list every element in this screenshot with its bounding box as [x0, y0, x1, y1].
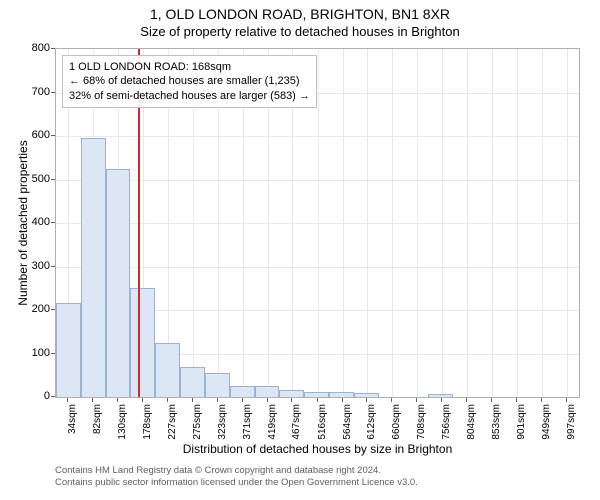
histogram-bar: [230, 386, 255, 397]
histogram-bar: [130, 288, 155, 397]
xtick-label: 82sqm: [92, 404, 103, 444]
ytick-mark: [51, 92, 55, 93]
ytick-label: 400: [10, 216, 50, 228]
xtick-mark: [67, 398, 68, 402]
xtick-label: 34sqm: [67, 404, 78, 444]
histogram-bar: [81, 138, 106, 397]
gridline-v: [567, 49, 568, 397]
chart-container: 1, OLD LONDON ROAD, BRIGHTON, BN1 8XR Si…: [0, 0, 600, 500]
annotation-line: ← 68% of detached houses are smaller (1,…: [69, 74, 310, 88]
xtick-mark: [342, 398, 343, 402]
plot-area: 1 OLD LONDON ROAD: 168sqm← 68% of detach…: [55, 48, 580, 398]
ytick-mark: [51, 222, 55, 223]
xtick-mark: [291, 398, 292, 402]
histogram-bar: [428, 394, 453, 397]
histogram-bar: [255, 386, 280, 397]
xtick-label: 997sqm: [566, 404, 577, 444]
gridline-v: [542, 49, 543, 397]
ytick-label: 800: [10, 42, 50, 54]
xtick-mark: [541, 398, 542, 402]
xtick-mark: [192, 398, 193, 402]
ytick-label: 0: [10, 390, 50, 402]
ytick-mark: [51, 179, 55, 180]
ytick-label: 700: [10, 86, 50, 98]
xtick-label: 612sqm: [366, 404, 377, 444]
xtick-label: 275sqm: [192, 404, 203, 444]
xtick-mark: [516, 398, 517, 402]
histogram-bar: [155, 343, 180, 397]
chart-title: 1, OLD LONDON ROAD, BRIGHTON, BN1 8XR: [0, 6, 600, 22]
xtick-mark: [217, 398, 218, 402]
gridline-v: [392, 49, 393, 397]
ytick-label: 500: [10, 173, 50, 185]
xtick-label: 130sqm: [117, 404, 128, 444]
xtick-label: 227sqm: [167, 404, 178, 444]
gridline-v: [442, 49, 443, 397]
histogram-bar: [205, 373, 230, 397]
xtick-mark: [416, 398, 417, 402]
xtick-label: 371sqm: [242, 404, 253, 444]
xtick-label: 564sqm: [342, 404, 353, 444]
histogram-bar: [180, 367, 205, 397]
annotation-line: 1 OLD LONDON ROAD: 168sqm: [69, 60, 310, 74]
xtick-mark: [466, 398, 467, 402]
ytick-label: 300: [10, 260, 50, 272]
histogram-bar: [329, 392, 354, 397]
annotation-line: 32% of semi-detached houses are larger (…: [69, 89, 310, 103]
xtick-label: 467sqm: [291, 404, 302, 444]
xtick-label: 323sqm: [217, 404, 228, 444]
xtick-mark: [267, 398, 268, 402]
footer-line: Contains public sector information licen…: [55, 477, 580, 489]
ytick-label: 600: [10, 129, 50, 141]
xtick-mark: [117, 398, 118, 402]
histogram-bar: [106, 169, 131, 397]
xtick-mark: [167, 398, 168, 402]
xtick-mark: [366, 398, 367, 402]
ytick-mark: [51, 48, 55, 49]
ytick-label: 200: [10, 303, 50, 315]
gridline-v: [343, 49, 344, 397]
xtick-mark: [391, 398, 392, 402]
gridline-v: [318, 49, 319, 397]
xtick-label: 804sqm: [466, 404, 477, 444]
histogram-bar: [56, 303, 81, 397]
ytick-mark: [51, 266, 55, 267]
xtick-mark: [441, 398, 442, 402]
footer-attribution: Contains HM Land Registry data © Crown c…: [55, 465, 580, 489]
xtick-label: 660sqm: [391, 404, 402, 444]
histogram-bar: [354, 393, 379, 397]
histogram-bar: [279, 390, 304, 397]
xtick-label: 419sqm: [267, 404, 278, 444]
xtick-mark: [317, 398, 318, 402]
xtick-label: 949sqm: [541, 404, 552, 444]
gridline-v: [517, 49, 518, 397]
ytick-mark: [51, 309, 55, 310]
ytick-mark: [51, 396, 55, 397]
xtick-label: 516sqm: [317, 404, 328, 444]
ytick-mark: [51, 353, 55, 354]
ytick-mark: [51, 135, 55, 136]
gridline-v: [467, 49, 468, 397]
gridline-v: [367, 49, 368, 397]
xtick-label: 901sqm: [516, 404, 527, 444]
xtick-mark: [566, 398, 567, 402]
xtick-label: 756sqm: [441, 404, 452, 444]
xtick-label: 853sqm: [491, 404, 502, 444]
gridline-v: [417, 49, 418, 397]
x-axis-label: Distribution of detached houses by size …: [55, 442, 580, 456]
gridline-v: [492, 49, 493, 397]
xtick-label: 178sqm: [142, 404, 153, 444]
ytick-label: 100: [10, 347, 50, 359]
xtick-mark: [92, 398, 93, 402]
xtick-mark: [142, 398, 143, 402]
chart-subtitle: Size of property relative to detached ho…: [0, 24, 600, 39]
xtick-mark: [242, 398, 243, 402]
xtick-label: 708sqm: [416, 404, 427, 444]
xtick-mark: [491, 398, 492, 402]
histogram-bar: [304, 392, 329, 397]
annotation-box: 1 OLD LONDON ROAD: 168sqm← 68% of detach…: [62, 55, 317, 108]
footer-line: Contains HM Land Registry data © Crown c…: [55, 465, 580, 477]
